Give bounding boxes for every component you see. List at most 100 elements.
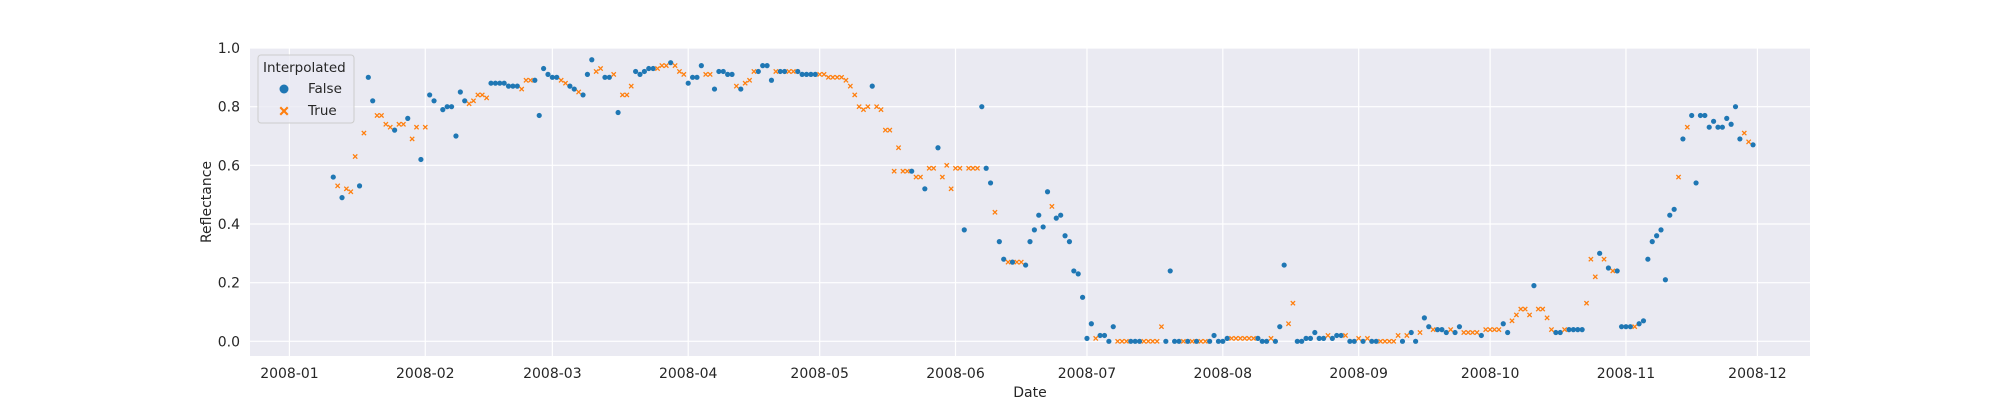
data-point-true (479, 92, 485, 98)
data-point-true (891, 168, 897, 174)
data-point-true (1377, 338, 1384, 344)
data-point-false (1075, 271, 1081, 277)
data-point-false (1316, 335, 1322, 341)
data-point-true (786, 68, 792, 75)
data-point-false (720, 68, 726, 75)
data-point-false (514, 83, 520, 89)
data-point-false (1167, 268, 1173, 274)
data-point-false (1369, 338, 1375, 344)
data-point-false (755, 68, 761, 75)
data-point-false (1176, 338, 1182, 344)
data-point-false (448, 104, 455, 110)
data-point-true (1430, 327, 1436, 333)
data-point-true (751, 68, 757, 75)
data-point-false (1658, 227, 1664, 233)
data-point-false (1044, 189, 1051, 195)
data-point-false (1220, 338, 1226, 344)
data-point-true (1202, 338, 1208, 344)
x-tick-label: 2008-10 (1461, 366, 1520, 382)
data-point-true (409, 136, 415, 142)
data-point-true (1548, 327, 1555, 333)
data-point-true (1154, 338, 1160, 344)
data-point-false (1294, 338, 1300, 344)
data-point-false (1426, 324, 1432, 330)
data-point-true (1592, 274, 1598, 280)
data-point-true (1325, 332, 1331, 339)
data-point-false (1732, 104, 1739, 110)
data-point-true (1246, 335, 1252, 341)
grid-lines (250, 47, 1810, 356)
data-point-false (768, 77, 775, 83)
data-point-true (374, 112, 380, 119)
data-point-false (1172, 338, 1178, 344)
legend-label-false: False (308, 81, 342, 97)
data-point-true (387, 124, 393, 130)
data-point-false (1421, 315, 1427, 321)
data-point-true (1233, 335, 1239, 341)
data-point-true (952, 165, 959, 171)
data-point-true (1610, 268, 1616, 274)
data-point-true (821, 71, 827, 77)
data-point-true (913, 174, 919, 180)
data-point-true (1145, 338, 1151, 344)
data-point-false (1351, 338, 1357, 344)
data-point-false (356, 183, 363, 189)
data-point-true (742, 80, 748, 86)
data-point-true (838, 74, 845, 80)
data-point-false (1671, 206, 1677, 212)
data-point-false (1040, 224, 1046, 230)
data-point-false (1360, 338, 1366, 344)
x-tick-label: 2008-09 (1329, 366, 1388, 382)
data-point-false (1623, 324, 1629, 330)
data-point-true (558, 77, 564, 83)
data-point-true (1119, 338, 1125, 344)
data-point-false (1036, 212, 1042, 218)
data-point-true (1382, 338, 1388, 344)
data-point-false (1299, 338, 1305, 344)
data-point-false (1719, 124, 1725, 130)
data-point-false (567, 83, 573, 89)
x-axis-ticks: 2008-01 2008-02 2008-03 2008-04 2008-05 2008-… (260, 366, 1786, 382)
data-point-false (633, 68, 639, 75)
data-point-false (935, 145, 941, 151)
data-point-false (668, 60, 674, 66)
data-point-false (1088, 321, 1094, 327)
data-point-true (703, 71, 709, 77)
data-point-false (922, 186, 928, 192)
data-point-true (1461, 329, 1467, 336)
data-point-false (869, 83, 875, 89)
data-point-false (711, 86, 718, 92)
data-point-false (427, 92, 433, 98)
data-point-true (348, 189, 354, 195)
data-point-false (729, 71, 735, 77)
legend-marker-false (279, 84, 289, 94)
data-point-false (1215, 338, 1222, 344)
data-point-false (1649, 239, 1655, 245)
x-tick-label: 2008-08 (1194, 366, 1253, 382)
data-point-false (1605, 265, 1612, 271)
data-point-true (1518, 306, 1524, 312)
data-point-false (760, 63, 766, 69)
data-point-false (983, 165, 989, 171)
data-point-false (540, 65, 547, 72)
data-point-false (1443, 329, 1449, 336)
data-point-true (1509, 318, 1515, 324)
y-tick-label: 0.0 (218, 334, 240, 350)
data-point-false (716, 68, 722, 75)
data-point-true (576, 89, 582, 95)
data-point-false (1097, 332, 1103, 339)
data-point-true (1483, 327, 1489, 333)
data-point-false (987, 180, 994, 186)
data-point-false (1106, 338, 1112, 344)
data-point-false (637, 71, 643, 77)
data-point-true (400, 121, 406, 127)
data-point-false (1570, 327, 1576, 333)
data-point-true (1115, 338, 1121, 344)
data-point-false (1706, 124, 1712, 130)
data-point-false (1207, 338, 1213, 344)
data-point-true (1588, 256, 1594, 262)
data-point-true (992, 209, 998, 215)
data-point-true (948, 186, 954, 192)
data-point-false (431, 98, 437, 104)
data-point-true (654, 65, 661, 72)
